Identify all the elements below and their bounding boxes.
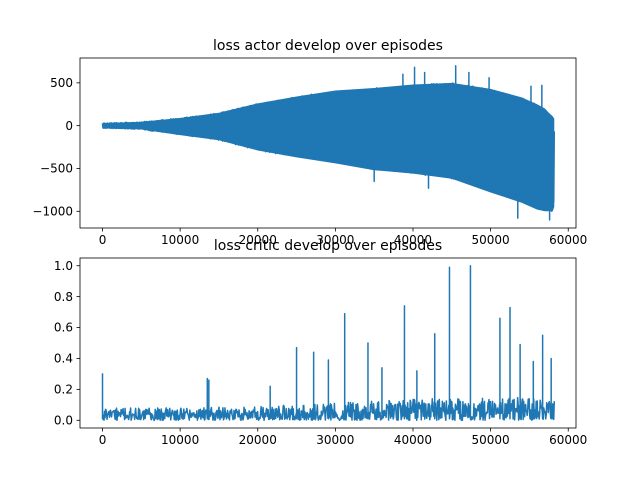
actor-x-tick-label: 40000: [394, 233, 432, 247]
critic-y-tick-label: 0.8: [54, 290, 73, 304]
critic-x-tick-label: 10000: [161, 433, 199, 447]
critic-x-tick-label: 20000: [239, 433, 277, 447]
actor-chart-title: loss actor develop over episodes: [213, 38, 443, 54]
critic-loss-axes: 0 10000 20000 30000 40000 50000 60000 0.0 0.2 0.4…: [54, 238, 587, 447]
critic-y-tick-label: 0.2: [54, 383, 73, 397]
critic-y-tick-label: 1.0: [54, 259, 73, 273]
critic-x-tick-label: 50000: [472, 433, 510, 447]
critic-loss-line: [101, 264, 556, 422]
actor-y-tick-label: −500: [40, 162, 73, 176]
actor-x-tick-label: 30000: [316, 233, 354, 247]
actor-loss-line: [101, 64, 556, 221]
critic-y-tick-label: 0.6: [54, 321, 73, 335]
critic-x-tick-label: 0: [99, 433, 107, 447]
critic-y-tick-label: 0.0: [54, 413, 73, 427]
critic-x-tick-label: 30000: [316, 433, 354, 447]
actor-plot-frame: [79, 57, 577, 229]
actor-x-tick-label: 60000: [549, 233, 587, 247]
critic-y-tick-label: 0.4: [54, 352, 73, 366]
actor-x-tick-label: 20000: [239, 233, 277, 247]
actor-x-tick-label: 50000: [472, 233, 510, 247]
actor-y-tick-label: 500: [50, 76, 73, 90]
actor-x-tick-label: 10000: [161, 233, 199, 247]
critic-x-tick-label: 40000: [394, 433, 432, 447]
actor-loss-axes: 0 10000 20000 30000 40000 50000 60000 −1000 −500…: [32, 38, 587, 247]
actor-y-tick-label: −1000: [32, 204, 73, 218]
actor-x-tick-label: 0: [99, 233, 107, 247]
critic-x-tick-label: 60000: [549, 433, 587, 447]
critic-plot-frame: [79, 257, 577, 429]
critic-chart-title: loss critic develop over episodes: [214, 238, 442, 254]
actor-y-tick-label: 0: [65, 119, 73, 133]
